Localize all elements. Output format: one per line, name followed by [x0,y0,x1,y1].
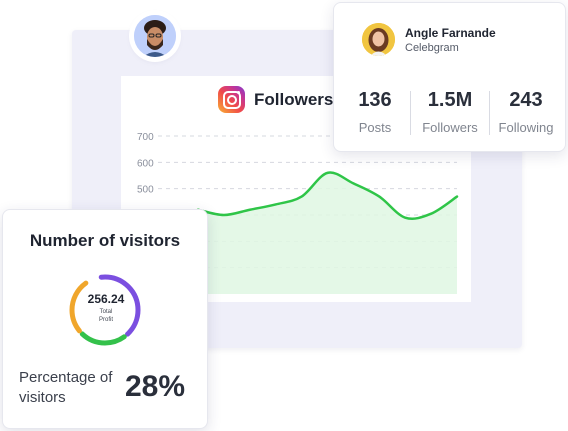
donut-total-label-2: Profit [98,317,113,323]
donut-total-label: Total [99,309,113,315]
stat-followers-value: 1.5M [427,89,473,111]
stat-following[interactable]: 243 Following [489,89,563,135]
followers-chart-header: Followers [218,86,333,113]
stat-posts[interactable]: 136 Posts [338,89,412,135]
visitors-title: Number of visitors [29,231,181,250]
profile-avatar-image [362,23,395,56]
instagram-icon [218,86,245,113]
stat-followers[interactable]: 1.5M Followers [413,89,487,135]
profile-handle: Celebgram [405,42,459,54]
donut-total-caption: Total Profit [69,308,143,324]
profile-avatar[interactable] [362,23,395,56]
followers-area-chart: 700 600 500 [137,132,459,294]
series-area [198,172,457,294]
y-tick-label: 700 [137,132,154,143]
percentage-value: 28% [125,370,186,403]
visitors-card[interactable]: Number of visitors 256.24 Total Profit P… [2,209,208,429]
profile-card[interactable]: Angle Farnande Celebgram 136 Posts 1.5M … [333,2,566,152]
visitors-donut-chart [69,274,141,346]
profile-name: Angle Farnande [405,26,496,40]
series-line [196,171,459,220]
stat-following-value: 243 [509,89,543,111]
stat-divider [410,91,411,135]
donut-segment-purple [69,274,141,346]
y-tick-label: 600 [137,158,154,169]
user-avatar-image [134,15,176,57]
stat-divider [489,91,490,135]
user-avatar[interactable] [134,15,176,57]
percentage-label: Percentage of visitors [19,369,113,406]
stat-posts-value: 136 [358,89,392,111]
y-tick-label: 500 [137,185,154,196]
donut-segment-orange [69,274,141,346]
stat-following-label: Following [498,120,554,135]
donut-total-value: 256.24 [87,292,125,306]
stat-followers-label: Followers [422,120,478,135]
followers-chart-title: Followers [254,89,334,109]
stat-posts-label: Posts [358,120,392,135]
donut-segment-green [69,274,141,346]
